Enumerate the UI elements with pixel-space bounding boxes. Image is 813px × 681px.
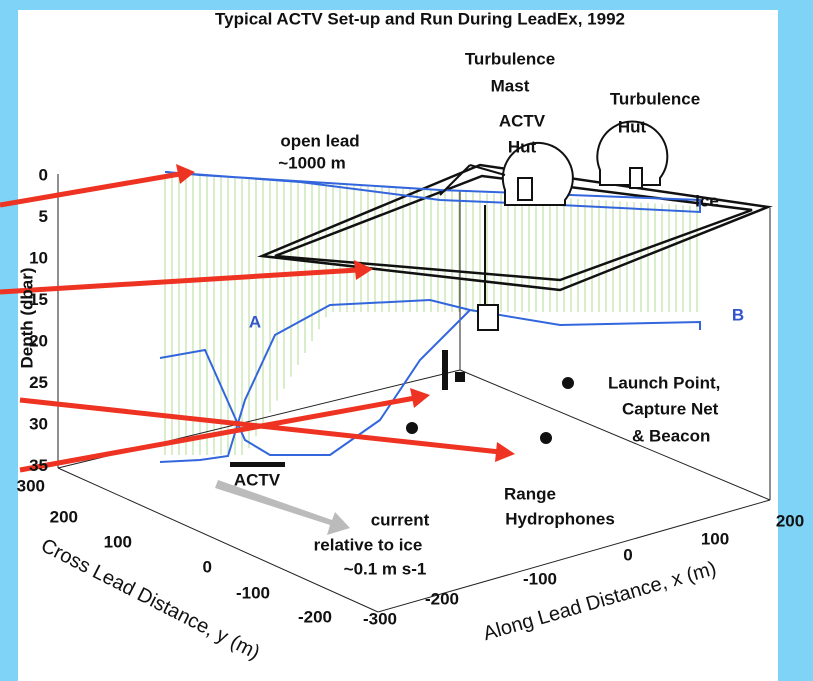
label: Hydrophones <box>505 509 615 528</box>
tick-label: 0 <box>39 165 48 184</box>
axis-label: Depth (dbar) <box>17 267 36 368</box>
tick-label: -200 <box>425 589 459 608</box>
label: Hut <box>618 117 647 136</box>
label: ACTV <box>234 470 281 489</box>
label: Turbulence <box>610 89 700 108</box>
tick-label: -100 <box>236 583 270 602</box>
tick-label: -200 <box>298 607 332 626</box>
tick-label: -100 <box>523 569 557 588</box>
label: & Beacon <box>632 426 710 445</box>
label: ~1000 m <box>278 153 346 172</box>
tick-label: 5 <box>39 207 48 226</box>
tick-label: 0 <box>203 557 212 576</box>
tick-label: 10 <box>29 248 48 267</box>
label: Range <box>504 484 556 503</box>
label: B <box>732 305 744 324</box>
tick-label: 0 <box>623 545 632 564</box>
tick-label: 25 <box>29 373 48 392</box>
label: Mast <box>491 76 530 95</box>
label: Ice <box>695 191 719 210</box>
tick-label: 30 <box>29 414 48 433</box>
tick-label: 100 <box>701 529 729 548</box>
page: Typical ACTV Set-up and Run During LeadE… <box>0 0 813 681</box>
diagram: Typical ACTV Set-up and Run During LeadE… <box>0 0 813 681</box>
label: relative to ice <box>314 535 423 554</box>
tick-label: 200 <box>50 507 78 526</box>
tick-label: 200 <box>776 511 804 530</box>
tick-label: 20 <box>29 331 48 350</box>
label: Capture Net <box>622 399 719 418</box>
tick-label: 15 <box>29 290 48 309</box>
tick-label: -300 <box>363 609 397 628</box>
label: A <box>249 312 261 331</box>
label: Turbulence <box>465 49 555 68</box>
tick-label: 300 <box>17 476 45 495</box>
label: Hut <box>508 137 537 156</box>
tick-label: 35 <box>29 456 48 475</box>
title: Typical ACTV Set-up and Run During LeadE… <box>215 9 625 28</box>
tick-label: 100 <box>104 532 132 551</box>
label: ~0.1 m s-1 <box>344 559 427 578</box>
label: current <box>371 510 430 529</box>
label: Launch Point, <box>608 373 720 392</box>
label: ACTV <box>499 111 546 130</box>
label: open lead <box>280 131 359 150</box>
